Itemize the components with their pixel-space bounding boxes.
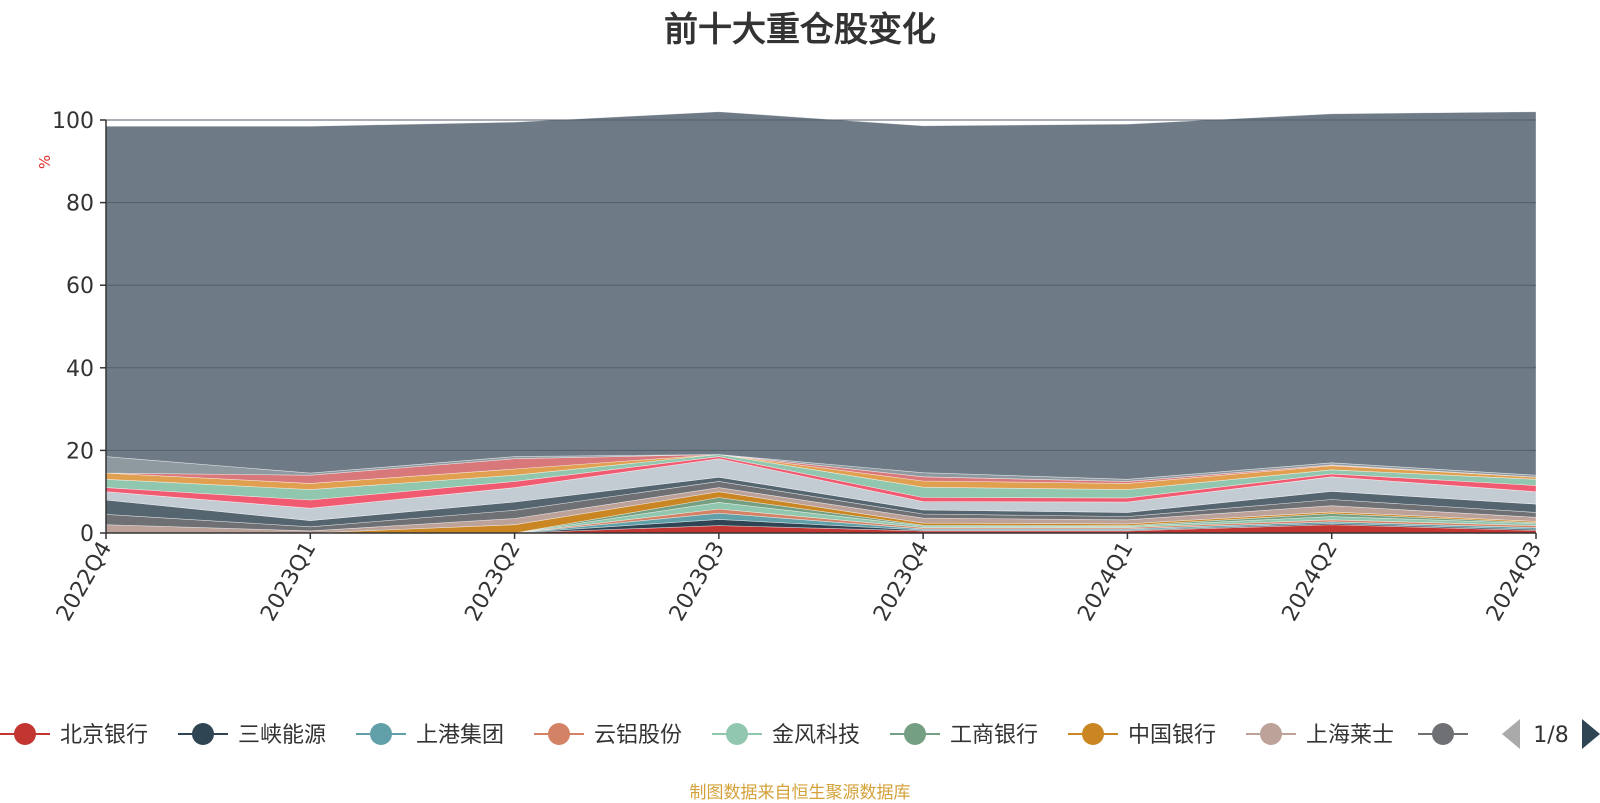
legend-item-truncated (1418, 723, 1468, 745)
legend-label: 北京银行 (60, 723, 148, 748)
legend-item: 上港集团 (356, 723, 504, 748)
legend: 北京银行 三峡能源 上港集团 云铝股份 金风科技 工商银行 中国银行 上海莱士 1/8 (0, 719, 1600, 749)
source-footer: 制图数据来自恒生聚源数据库 (689, 783, 911, 803)
x-tick-label: 2023Q3 (665, 538, 730, 626)
y-tick-label: 40 (66, 357, 94, 382)
legend-item: 金风科技 (712, 723, 860, 748)
legend-label: 上海莱士 (1306, 723, 1394, 748)
legend-marker (904, 723, 926, 745)
y-tick-label: 0 (80, 522, 94, 547)
y-tick-label: 20 (66, 439, 94, 464)
legend-label: 三峡能源 (238, 723, 326, 748)
legend-label: 中国银行 (1128, 723, 1216, 748)
legend-item: 上海莱士 (1246, 723, 1394, 748)
legend-marker (1082, 723, 1104, 745)
y-tick-label: 60 (66, 274, 94, 299)
legend-marker (1260, 723, 1282, 745)
legend-marker (14, 723, 36, 745)
legend-marker (1432, 723, 1454, 745)
chart-title: 前十大重仓股变化 (664, 10, 936, 50)
x-tick-label: 2023Q2 (460, 538, 525, 626)
x-tick-label: 2022Q4 (52, 538, 117, 626)
legend-item: 三峡能源 (178, 723, 326, 748)
legend-label: 金风科技 (772, 723, 860, 748)
x-tick-label: 2023Q1 (256, 538, 321, 626)
legend-marker (192, 723, 214, 745)
y-tick-label: 100 (52, 109, 94, 134)
legend-next-arrow-icon[interactable] (1582, 719, 1600, 749)
area-series-16 (105, 111, 1537, 480)
plot-areas (105, 111, 1537, 534)
legend-prev-arrow-icon[interactable] (1502, 719, 1520, 749)
legend-label: 云铝股份 (594, 723, 682, 748)
legend-item: 工商银行 (890, 723, 1038, 748)
legend-label: 上港集团 (416, 723, 504, 748)
legend-marker (370, 723, 392, 745)
x-tick-label: 2023Q4 (869, 538, 934, 626)
y-tick-label: 80 (66, 192, 94, 217)
legend-marker (726, 723, 748, 745)
grid-lines (106, 119, 1536, 451)
y-axis-label: % (36, 155, 54, 169)
legend-item: 北京银行 (0, 723, 148, 748)
x-tick-label: 2024Q3 (1482, 538, 1547, 626)
x-tick-label: 2024Q2 (1278, 538, 1343, 626)
legend-item: 云铝股份 (534, 723, 682, 748)
legend-item: 中国银行 (1068, 723, 1216, 748)
x-tick-label: 2024Q1 (1073, 538, 1138, 626)
legend-label: 工商银行 (950, 723, 1038, 748)
legend-marker (548, 723, 570, 745)
legend-page-indicator: 1/8 (1533, 723, 1568, 748)
